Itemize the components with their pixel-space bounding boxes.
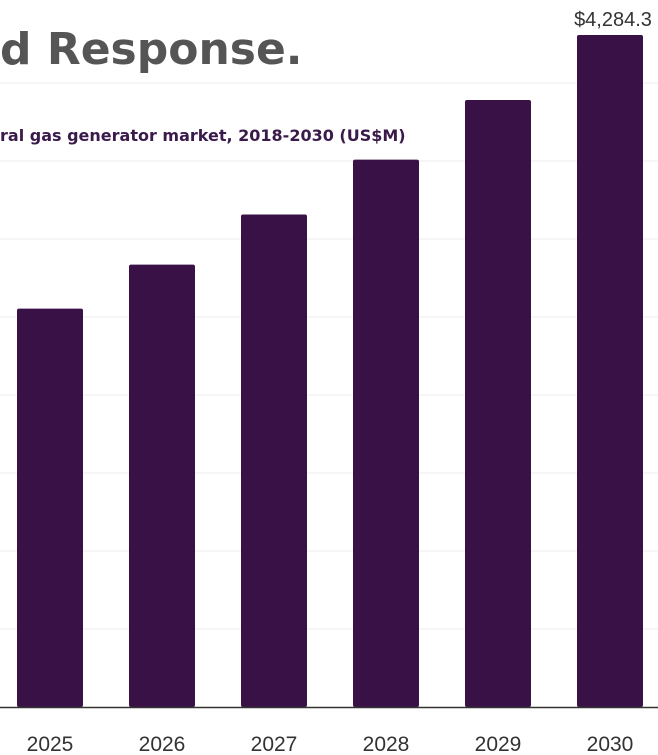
data-label-2030: $4,284.3 — [574, 9, 652, 31]
page-title: d Response. — [0, 24, 303, 75]
x-tick-label: 2027 — [251, 733, 298, 755]
x-tick-label: 2026 — [139, 733, 186, 755]
x-tick-label: 2030 — [587, 733, 634, 755]
bar-2029 — [465, 99, 531, 707]
chart-subtitle: ral gas generator market, 2018-2030 (US$… — [0, 126, 406, 145]
x-tick-label: 2028 — [363, 733, 410, 755]
bar-2026 — [129, 264, 195, 707]
bar-2030 — [577, 35, 643, 707]
bar-2025 — [17, 308, 83, 707]
x-tick-label: 2029 — [475, 733, 522, 755]
gridlines — [0, 82, 658, 630]
x-tick-label: 2025 — [27, 733, 74, 755]
bar-2028 — [353, 159, 419, 708]
bar-2027 — [241, 214, 307, 707]
